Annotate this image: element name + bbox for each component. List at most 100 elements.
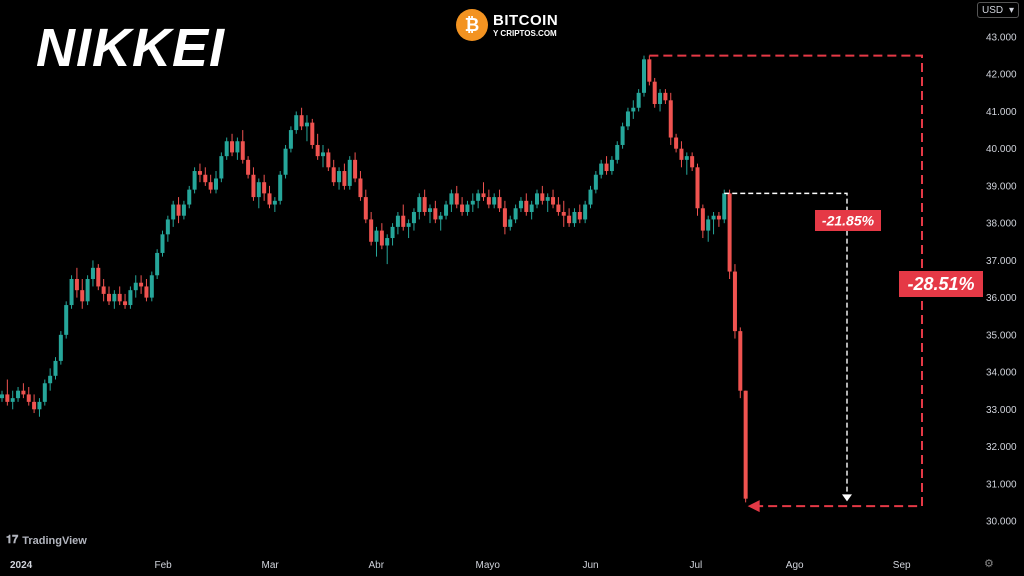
candle-body	[556, 204, 561, 212]
candle-body	[438, 215, 443, 220]
candle-body	[700, 208, 705, 231]
chevron-down-icon: ▾	[1008, 4, 1014, 16]
drawdown-label-2: -28.51%	[907, 274, 974, 294]
tradingview-icon: 𝟏𝟕	[6, 534, 19, 546]
candle-body	[235, 141, 240, 153]
candle-body	[738, 331, 743, 391]
candle-body	[716, 215, 721, 220]
candle-body	[278, 174, 283, 201]
candle-body	[37, 401, 42, 410]
candle-body	[374, 230, 379, 242]
candle-body	[604, 163, 609, 172]
candle-body	[358, 178, 363, 198]
candle-body	[69, 279, 74, 306]
candle-body	[262, 182, 267, 194]
logo-line2: Y CRIPTOS.COM	[493, 28, 557, 38]
y-tick-label: 31.000	[986, 479, 1017, 490]
tradingview-label: TradingView	[22, 534, 87, 547]
logo-line1: BITCOIN	[493, 11, 559, 29]
candle-body	[219, 156, 224, 179]
candle-body	[181, 204, 186, 216]
candle-body	[203, 174, 208, 183]
candle-body	[508, 219, 513, 227]
candle-body	[21, 390, 26, 395]
currency-label: USD	[982, 4, 1004, 16]
candle-body	[540, 193, 545, 201]
candle-body	[663, 92, 668, 101]
candle-body	[48, 375, 53, 384]
candle-body	[620, 126, 625, 145]
candle-body	[668, 100, 673, 138]
candle-body	[315, 144, 320, 157]
candle-body	[53, 360, 58, 376]
candle-body	[481, 193, 486, 198]
x-tick-label: Sep	[893, 560, 911, 571]
candle-body	[513, 208, 518, 220]
candle-body	[64, 305, 69, 335]
y-tick-label: 43.000	[986, 33, 1017, 44]
candle-body	[567, 215, 572, 224]
candle-body	[342, 171, 347, 186]
candle-body	[395, 215, 400, 227]
candle-body	[187, 189, 192, 205]
currency-selector[interactable]: USD ▾	[977, 2, 1019, 18]
candle-body	[283, 148, 288, 175]
candle-body	[123, 301, 128, 306]
candle-body	[363, 197, 368, 220]
candle-body	[695, 167, 700, 209]
candle-body	[214, 178, 218, 190]
candle-body	[16, 390, 21, 399]
candle-body	[26, 394, 31, 402]
candle-body	[422, 197, 427, 212]
brand-logo: ₿ BITCOIN Y CRIPTOS.COM	[456, 9, 558, 41]
candle-body	[722, 193, 727, 220]
x-tick-label: Mar	[262, 560, 280, 571]
candle-body	[444, 204, 449, 216]
candle-body	[321, 152, 325, 157]
chart-title: NIKKEI	[36, 18, 226, 78]
candle-body	[631, 107, 636, 112]
candle-body	[379, 230, 384, 246]
candle-body	[304, 122, 309, 127]
y-tick-label: 34.000	[986, 368, 1017, 379]
candle-body	[294, 115, 299, 131]
candle-body	[117, 293, 122, 302]
candle-body	[572, 211, 577, 224]
candle-body	[599, 163, 604, 175]
candle-body	[674, 137, 679, 149]
candle-body	[32, 401, 37, 410]
x-tick-label: Feb	[155, 560, 173, 571]
candle-body	[535, 193, 539, 205]
candle-body	[454, 193, 459, 205]
candle-body	[502, 208, 507, 227]
candle-body	[647, 59, 652, 82]
candle-body	[246, 159, 251, 175]
candle-body	[42, 383, 47, 402]
candle-body	[197, 171, 202, 175]
y-tick-label: 32.000	[986, 442, 1017, 453]
candle-body	[411, 211, 416, 224]
candle-body	[5, 394, 10, 402]
x-tick-label: Mayo	[476, 560, 501, 571]
candle-body	[492, 197, 497, 205]
candle-body	[369, 219, 374, 242]
candle-body	[128, 290, 133, 306]
y-tick-label: 30.000	[986, 517, 1017, 528]
candle-body	[0, 394, 4, 399]
candle-body	[58, 334, 63, 361]
candle-body	[593, 174, 598, 190]
x-tick-label: Jun	[583, 560, 599, 571]
candle-body	[326, 152, 331, 168]
x-tick-label: Jul	[690, 560, 703, 571]
candle-body	[706, 219, 711, 231]
candle-body	[224, 141, 229, 157]
candle-body	[165, 219, 170, 235]
settings-icon[interactable]: ⚙	[984, 558, 994, 570]
candle-body	[347, 159, 352, 186]
candle-body	[390, 226, 395, 239]
candle-body	[518, 200, 523, 209]
candle-body	[107, 293, 111, 302]
candle-body	[155, 252, 160, 276]
candle-body	[658, 92, 663, 105]
